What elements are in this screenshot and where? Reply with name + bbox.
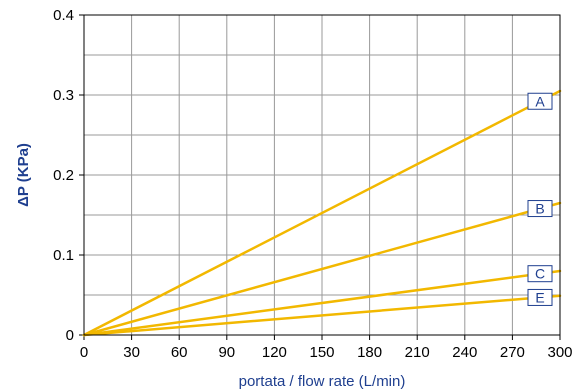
y-axis-title: ΔP (KPa) (15, 143, 32, 207)
series-label-e: E (535, 289, 544, 305)
series-line-b (82, 201, 562, 337)
x-tick-label: 120 (262, 344, 287, 361)
x-axis-title: portata / flow rate (L/min) (239, 373, 406, 390)
series-line-c (82, 269, 562, 337)
series-label-b: B (535, 201, 544, 217)
series-label-box-b (527, 200, 553, 218)
series-label-box-c (527, 265, 553, 283)
x-tick-label: 180 (357, 344, 382, 361)
series-line-e (82, 294, 562, 337)
y-tick-label: 0.2 (53, 167, 74, 184)
x-tick-label: 270 (500, 344, 525, 361)
series-label-box-e (527, 288, 553, 306)
y-tick-label: 0.4 (53, 7, 74, 24)
x-tick-label: 240 (452, 344, 477, 361)
series-label-a: A (535, 93, 545, 109)
y-tick-label: 0 (66, 327, 74, 344)
y-tick-label: 0.3 (53, 87, 74, 104)
x-tick-label: 300 (547, 344, 572, 361)
series-label-box-a (527, 92, 553, 110)
x-tick-label: 210 (405, 344, 430, 361)
x-tick-label: 90 (218, 344, 235, 361)
series-lines: A B CE (82, 89, 562, 337)
grid (84, 15, 560, 335)
series-line-a (82, 89, 562, 337)
plot-area-frame (83, 14, 561, 336)
y-tick-label: 0.1 (53, 247, 74, 264)
x-tick-label: 150 (309, 344, 334, 361)
series-label-c: C (535, 266, 545, 282)
axis-ticks: 0 30 60 90 120 150 180 210 240 270 300 0 0.1 0.2 0.3 0.… (53, 7, 572, 361)
x-tick-label: 0 (80, 344, 88, 361)
x-tick-label: 60 (171, 344, 188, 361)
x-tick-label: 30 (123, 344, 140, 361)
